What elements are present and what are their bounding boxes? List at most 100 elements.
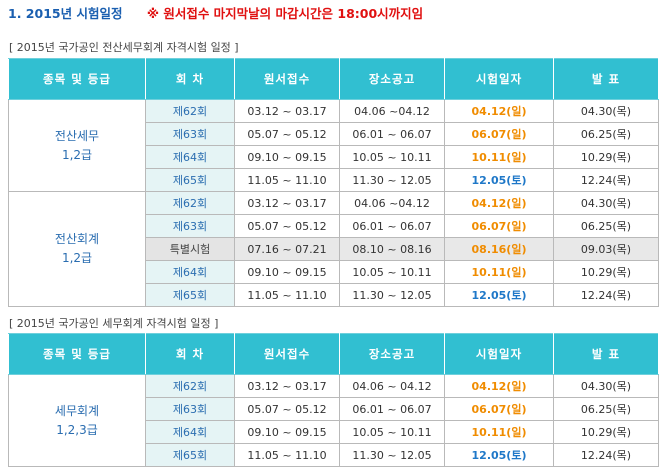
application-period-cell: 03.12 ~ 03.17 [234, 374, 340, 398]
table-row: 제65회 11.05 ~ 11.10 11.30 ~ 12.05 12.05(토) 12… [9, 283, 659, 307]
table-row: 전산회계 1,2급 제62회 03.12 ~ 03.17 04.06 ~04.12 04.… [8, 191, 659, 307]
category-label: 1,2급 [61, 251, 93, 265]
venue-notice-cell: 10.05 ~ 10.11 [339, 145, 445, 169]
column-header: 회 차 [145, 58, 235, 100]
exam-date-cell: 04.12(일) [444, 99, 554, 123]
application-period-cell: 05.07 ~ 05.12 [234, 397, 340, 421]
table-row: 세무회계 1,2,3급 제62회 03.12 ~ 03.17 04.06 ~ 04.12… [8, 374, 659, 467]
table-row: 제64회 09.10 ~ 09.15 10.05 ~ 10.11 10.11(일) 10… [9, 420, 659, 444]
column-header: 발 표 [553, 333, 659, 375]
application-period-cell: 05.07 ~ 05.12 [234, 214, 340, 238]
application-period-cell: 11.05 ~ 11.10 [234, 168, 340, 192]
table-row: 제63회 05.07 ~ 05.12 06.01 ~ 06.07 06.07(일) 06… [9, 214, 659, 238]
exam-date-cell: 10.11(일) [444, 145, 554, 169]
venue-notice-cell: 11.30 ~ 12.05 [339, 443, 445, 467]
application-period-cell: 09.10 ~ 09.15 [234, 145, 340, 169]
result-date-cell: 12.24(목) [553, 283, 659, 307]
round-cell: 제65회 [145, 168, 235, 192]
result-date-cell: 04.30(목) [553, 191, 659, 215]
exam-date-cell: 04.12(일) [444, 191, 554, 215]
venue-notice-cell: 11.30 ~ 12.05 [339, 283, 445, 307]
result-date-cell: 10.29(목) [553, 260, 659, 284]
column-header: 장소공고 [339, 58, 445, 100]
application-period-cell: 09.10 ~ 09.15 [234, 260, 340, 284]
round-cell: 제63회 [145, 122, 235, 146]
result-date-cell: 06.25(목) [553, 214, 659, 238]
table-row: 제63회 05.07 ~ 05.12 06.01 ~ 06.07 06.07(일) 06… [9, 122, 659, 146]
round-cell: 특별시험 [145, 237, 235, 261]
venue-notice-cell: 10.05 ~ 10.11 [339, 260, 445, 284]
result-date-cell: 06.25(목) [553, 397, 659, 421]
venue-notice-cell: 06.01 ~ 06.07 [339, 214, 445, 238]
schedule-table-computer-tax: 종목 및 등급 회 차 원서접수 장소공고 시험일자 발 표 전산세무 1,2급 제62회 03.… [8, 58, 659, 307]
section-title-tax-accounting: [ 2015년 국가공인 세무회계 자격시험 일정 ] [9, 317, 219, 330]
table-row: 제65회 11.05 ~ 11.10 11.30 ~ 12.05 12.05(토) 12… [9, 168, 659, 192]
application-period-cell: 11.05 ~ 11.10 [234, 443, 340, 467]
venue-notice-cell: 04.06 ~ 04.12 [339, 374, 445, 398]
application-period-cell: 03.12 ~ 03.17 [234, 191, 340, 215]
round-cell: 제62회 [145, 191, 235, 215]
result-date-cell: 04.30(목) [553, 374, 659, 398]
column-header: 발 표 [553, 58, 659, 100]
category-cell: 전산세무 1,2급 [8, 99, 146, 192]
category-label: 전산세무 [54, 128, 100, 143]
round-cell: 제63회 [145, 397, 235, 421]
table-row: 제63회 05.07 ~ 05.12 06.01 ~ 06.07 06.07(일) 06… [9, 397, 659, 421]
column-header: 원서접수 [234, 58, 340, 100]
result-date-cell: 10.29(목) [553, 145, 659, 169]
column-header: 원서접수 [234, 333, 340, 375]
category-cell: 세무회계 1,2,3급 [8, 374, 146, 467]
section-title-computer-tax: [ 2015년 국가공인 전산세무회계 자격시험 일정 ] [9, 41, 239, 54]
exam-date-cell: 12.05(토) [444, 443, 554, 467]
exam-date-cell: 06.07(일) [444, 397, 554, 421]
category-label: 전산회계 [54, 232, 100, 246]
round-cell: 제62회 [145, 99, 235, 123]
result-date-cell: 09.03(목) [553, 237, 659, 261]
venue-notice-cell: 04.06 ~04.12 [339, 191, 445, 215]
column-header: 시험일자 [444, 333, 554, 375]
category-label: 세무회계 [54, 403, 100, 418]
category-cell: 전산회계 1,2급 [8, 191, 146, 307]
exam-date-cell: 06.07(일) [444, 122, 554, 146]
venue-notice-cell: 06.01 ~ 06.07 [339, 397, 445, 421]
round-cell: 제65회 [145, 443, 235, 467]
exam-date-cell: 08.16(일) [444, 237, 554, 261]
result-date-cell: 04.30(목) [553, 99, 659, 123]
round-cell: 제64회 [145, 145, 235, 169]
exam-date-cell: 12.05(토) [444, 168, 554, 192]
column-header: 장소공고 [339, 333, 445, 375]
column-header: 종목 및 등급 [8, 58, 146, 100]
table-row: 제64회 09.10 ~ 09.15 10.05 ~ 10.11 10.11(일) 10… [9, 145, 659, 169]
venue-notice-cell: 10.05 ~ 10.11 [339, 420, 445, 444]
deadline-notice: ※ 원서접수 마지막날의 마감시간은 18:00시까지임 [146, 6, 424, 21]
column-header: 시험일자 [444, 58, 554, 100]
table-row: 전산세무 1,2급 제62회 03.12 ~ 03.17 04.06 ~04.12 04.… [8, 99, 659, 192]
table-row: 특별시험 07.16 ~ 07.21 08.10 ~ 08.16 08.16(일) 09… [9, 237, 659, 261]
exam-date-cell: 10.11(일) [444, 260, 554, 284]
venue-notice-cell: 04.06 ~04.12 [339, 99, 445, 123]
venue-notice-cell: 11.30 ~ 12.05 [339, 168, 445, 192]
exam-date-cell: 12.05(토) [444, 283, 554, 307]
round-cell: 제63회 [145, 214, 235, 238]
category-label: 1,2,3급 [56, 422, 98, 437]
page-heading: 1. 2015년 시험일정 ※ 원서접수 마지막날의 마감시간은 18:00시까… [8, 3, 423, 25]
venue-notice-cell: 06.01 ~ 06.07 [339, 122, 445, 146]
exam-date-cell: 06.07(일) [444, 214, 554, 238]
result-date-cell: 10.29(목) [553, 420, 659, 444]
round-cell: 제64회 [145, 420, 235, 444]
table-header-row: 종목 및 등급 회 차 원서접수 장소공고 시험일자 발 표 [8, 58, 659, 100]
exam-date-cell: 10.11(일) [444, 420, 554, 444]
exam-date-cell: 04.12(일) [444, 374, 554, 398]
result-date-cell: 12.24(목) [553, 443, 659, 467]
table-header-row: 종목 및 등급 회 차 원서접수 장소공고 시험일자 발 표 [8, 333, 659, 375]
application-period-cell: 03.12 ~ 03.17 [234, 99, 340, 123]
result-date-cell: 06.25(목) [553, 122, 659, 146]
round-cell: 제65회 [145, 283, 235, 307]
round-cell: 제64회 [145, 260, 235, 284]
round-cell: 제62회 [145, 374, 235, 398]
column-header: 회 차 [145, 333, 235, 375]
application-period-cell: 05.07 ~ 05.12 [234, 122, 340, 146]
application-period-cell: 07.16 ~ 07.21 [234, 237, 340, 261]
table-row: 제64회 09.10 ~ 09.15 10.05 ~ 10.11 10.11(일) 10… [9, 260, 659, 284]
schedule-table-tax-accounting: 종목 및 등급 회 차 원서접수 장소공고 시험일자 발 표 세무회계 1,2,3급 제62회 0… [8, 333, 659, 467]
